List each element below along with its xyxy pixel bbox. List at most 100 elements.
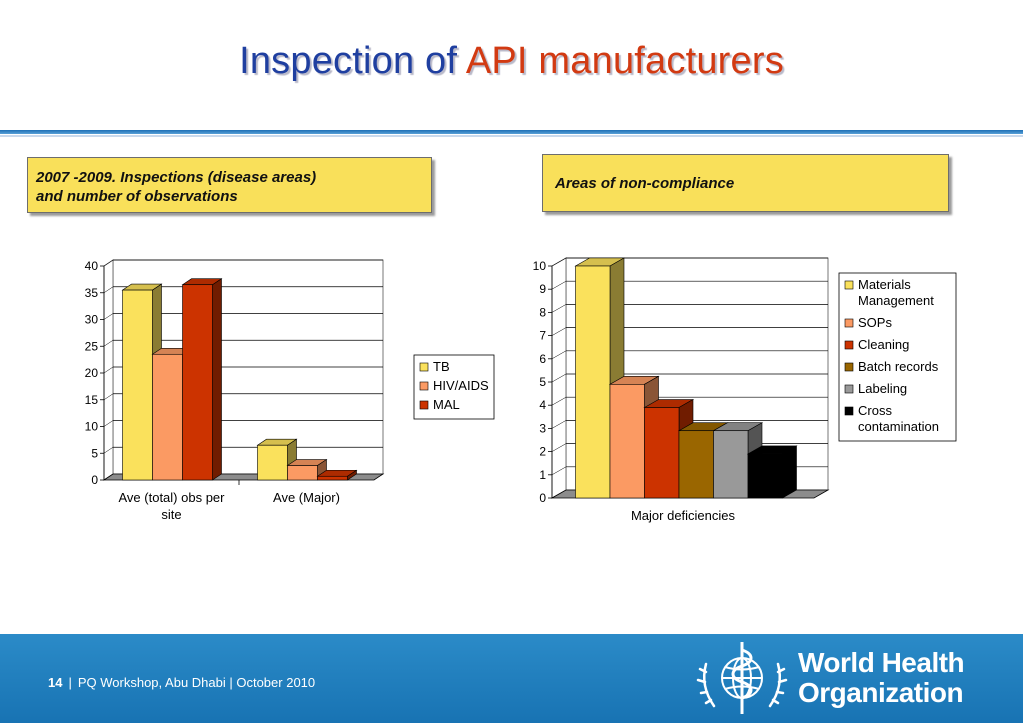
caption-line1: 2007 -2009. Inspections (disease areas): [36, 169, 317, 186]
chart2-y-tick-label: 10: [533, 259, 547, 273]
chart2-legend-swatch: [844, 318, 854, 328]
chart2-legend-label: SOPs: [858, 315, 892, 330]
footer-separator: |: [68, 675, 72, 690]
slide-title: Inspection of API manufacturers: [0, 40, 1023, 83]
chart2-legend-swatch: [844, 362, 854, 372]
chart2-y-tick-label: 4: [539, 398, 546, 412]
chart1-bar-front: [152, 353, 183, 481]
chart2-gridline-side: [551, 443, 567, 452]
chart2-legend-label: Materials: [858, 277, 911, 292]
chart1-gridline-side: [103, 366, 114, 374]
chart1-gridline-side: [103, 420, 114, 427]
chart2-gridline-side: [551, 280, 567, 290]
chart2-bar-front: [747, 453, 783, 499]
chart1-legend-label: MAL: [433, 397, 460, 412]
title-part1: Inspection of: [239, 40, 458, 82]
chart2-legend-swatch: [844, 384, 854, 394]
chart2-legend-label: Cross: [858, 403, 892, 418]
chart1-y-tick-label: 25: [85, 339, 99, 353]
footer-event: PQ Workshop, Abu Dhabi | October 2010: [77, 675, 316, 690]
footer-bar: [0, 634, 1023, 723]
chart2-gridline-side: [551, 257, 567, 267]
chart2-bar: [746, 445, 798, 499]
chart1-legend-swatch: [419, 400, 429, 410]
chart1-gridline-side: [103, 313, 114, 320]
chart1-bar: [181, 278, 223, 481]
chart2-gridline-side: [551, 396, 567, 406]
right-chart-caption: Areas of non-compliance: [542, 154, 949, 212]
chart2-bar-side: [782, 445, 797, 499]
chart2-legend-label: Management: [858, 293, 934, 308]
chart1-y-tick-label: 5: [91, 446, 98, 460]
chart2-bar-front: [609, 384, 645, 499]
chart2-y-tick-label: 7: [539, 329, 546, 343]
chart1-legend-label: TB: [433, 359, 450, 374]
caption-right-text: Areas of non-compliance: [555, 175, 735, 192]
chart2-legend: [838, 272, 957, 442]
org-line1: World Health: [798, 647, 965, 678]
chart1-gridline-side: [103, 259, 114, 267]
chart2-gridline-side: [551, 420, 567, 429]
left-chart-caption: 2007 -2009. Inspections (disease areas) a…: [27, 157, 432, 213]
chart1-bar-front: [122, 289, 153, 481]
chart1-y-tick-label: 35: [85, 286, 99, 300]
chart1-gridline-side: [103, 286, 114, 293]
chart1-y-tick-label: 15: [85, 393, 99, 407]
chart2-x-category-label: Major deficiencies: [631, 508, 736, 523]
chart2-y-tick-label: 5: [539, 375, 546, 389]
chart2-y-tick-label: 8: [539, 305, 546, 319]
chart2-bar-front: [575, 265, 611, 499]
chart2-legend-label: Labeling: [858, 381, 907, 396]
who-emblem-icon: [696, 642, 788, 714]
caption-line2: and number of observations: [36, 188, 238, 205]
chart1-bar-front: [317, 475, 348, 481]
chart1-y-tick-label: 0: [91, 473, 98, 487]
chart1-y-tick-label: 40: [85, 259, 99, 273]
chart2-bar-front: [713, 430, 749, 499]
chart2-bar-front: [678, 430, 714, 499]
chart2-y-tick-label: 6: [539, 352, 546, 366]
chart2-gridline-side: [551, 350, 567, 360]
chart1-y-tick-label: 10: [85, 420, 99, 434]
chart2-legend-label: Cleaning: [858, 337, 909, 352]
chart2-legend-label: contamination: [858, 419, 939, 434]
chart1-legend-swatch: [419, 362, 429, 372]
chart1-gridline-side: [103, 340, 114, 347]
footer-text: 14 | PQ Workshop, Abu Dhabi | October 2010: [48, 675, 315, 690]
page-number: 14: [48, 675, 63, 690]
chart2-legend-swatch: [844, 406, 854, 416]
chart2-gridline-side: [551, 304, 567, 313]
chart2-legend-label: Batch records: [858, 359, 939, 374]
chart1-bar-front: [287, 465, 318, 481]
chart1-gridline-side: [103, 393, 114, 400]
chart2-y-tick-label: 0: [539, 491, 546, 505]
chart2-legend-swatch: [844, 340, 854, 350]
org-line2: Organization: [798, 677, 964, 708]
chart2-gridline-side: [551, 327, 567, 336]
chart1-legend-label: HIV/AIDS: [433, 378, 489, 393]
chart1-legend-swatch: [419, 381, 429, 391]
chart1-y-tick-label: 20: [85, 366, 99, 380]
chart2-gridline-side: [551, 466, 567, 476]
title-divider-light: [0, 135, 1023, 137]
chart1-x-category-label: Ave (Major): [273, 490, 340, 505]
chart2-y-tick-label: 1: [539, 468, 546, 482]
chart2-legend-swatch: [844, 280, 854, 290]
chart1-bar: [316, 469, 358, 481]
organization-name: World Health Organization: [798, 647, 965, 708]
chart1-bar-front: [257, 444, 288, 481]
chart1-bar-front: [182, 284, 213, 481]
title-divider: [0, 130, 1023, 134]
chart1-y-tick-label: 30: [85, 313, 99, 327]
chart1-x-category-label: Ave (total) obs per: [119, 490, 226, 505]
chart2-gridline-side: [551, 373, 567, 383]
chart2-bar-front: [644, 407, 680, 499]
chart2-y-tick-label: 2: [539, 445, 546, 459]
chart2-y-tick-label: 9: [539, 282, 546, 296]
chart1-x-category-label: site: [161, 507, 181, 522]
title-part2: API manufacturers: [465, 40, 784, 82]
chart1-bar-side: [212, 278, 222, 481]
chart2-y-tick-label: 3: [539, 421, 546, 435]
chart1-gridline-side: [103, 447, 114, 454]
